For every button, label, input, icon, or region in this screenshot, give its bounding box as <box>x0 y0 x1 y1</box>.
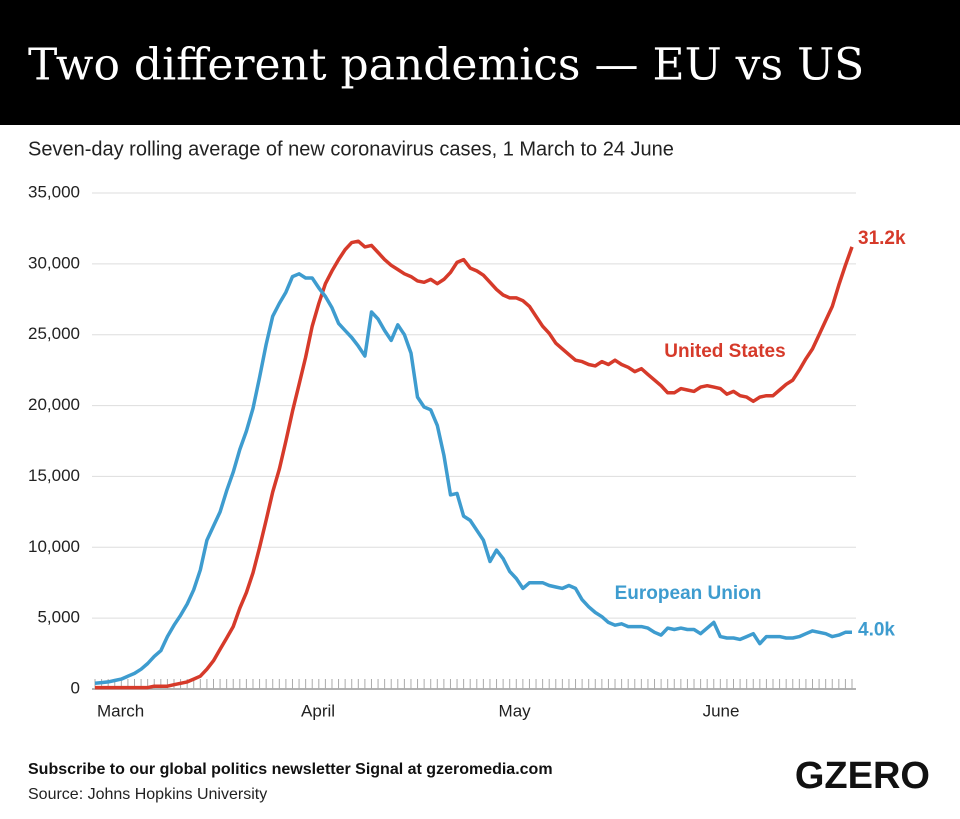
y-tick-label: 20,000 <box>28 395 80 414</box>
y-tick-label: 30,000 <box>28 253 80 272</box>
x-tick-label: May <box>499 701 532 720</box>
source-note: Source: Johns Hopkins University <box>28 786 267 803</box>
chart-title: Two different pandemics — EU vs US <box>28 40 864 91</box>
end-label: 4.0k <box>858 619 895 640</box>
y-tick-label: 0 <box>71 678 80 697</box>
end-label: 31.2k <box>858 228 906 249</box>
series-label: United States <box>664 341 785 362</box>
series-label: European Union <box>615 583 762 604</box>
series-line <box>95 239 854 690</box>
x-tick-label: April <box>301 701 335 720</box>
logo: GZERO <box>795 755 930 797</box>
y-tick-label: 15,000 <box>28 466 80 485</box>
y-tick-label: 5,000 <box>37 608 80 627</box>
y-tick-label: 10,000 <box>28 537 80 556</box>
subscribe-note: Subscribe to our global politics newslet… <box>28 761 553 778</box>
x-tick-label: June <box>703 701 740 720</box>
chart-subtitle: Seven-day rolling average of new coronav… <box>28 138 674 160</box>
series-line <box>94 272 852 686</box>
x-tick-label: March <box>97 701 144 720</box>
y-tick-label: 25,000 <box>28 324 80 343</box>
header-band <box>0 0 960 125</box>
y-tick-label: 35,000 <box>28 182 80 201</box>
